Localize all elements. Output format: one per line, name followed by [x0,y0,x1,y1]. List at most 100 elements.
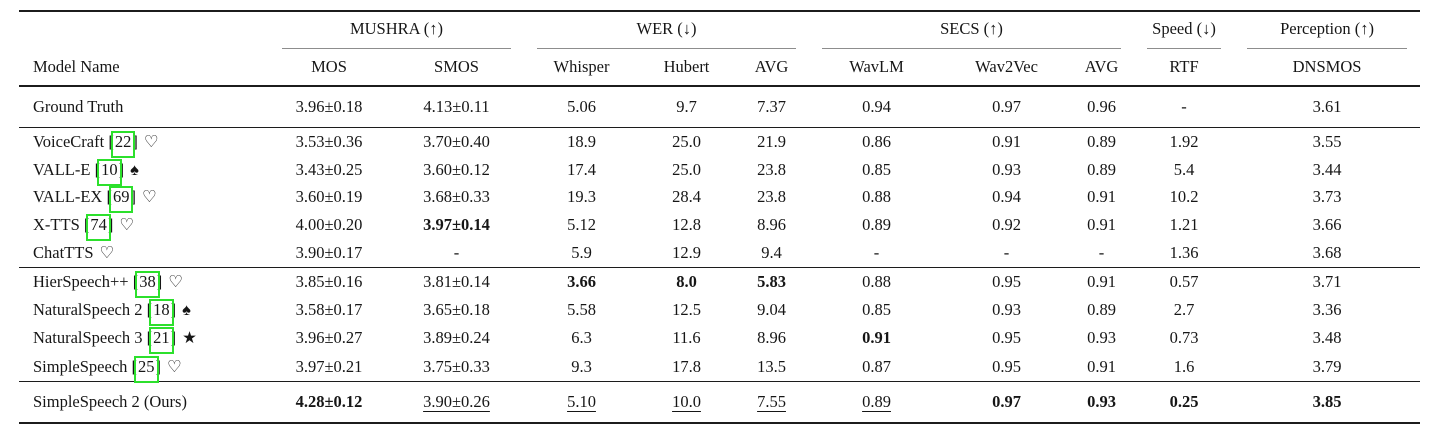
cell-rtf: 10.2 [1169,187,1199,207]
cell-avg: 0.89 [1087,159,1116,179]
column-header-rtf: RTF [1169,56,1199,76]
column-header-avg: AVG [1084,56,1119,76]
model-name-cell: HierSpeech++ [38] ♡ [19,267,269,299]
group-underline-rule [822,48,1122,49]
cell-wav2vec: - [1003,243,1010,263]
table-row-simplespeech: SimpleSpeech [25] ♡ 3.97±0.21 3.75±0.33 9.3 1… [19,353,1420,383]
cell-avg: 0.89 [1087,300,1116,320]
citation-link-box[interactable]: 74 [86,214,111,242]
cell-smos: 4.13±0.11 [423,96,490,116]
citation-reference: [21] [142,327,177,355]
column-header-mos: MOS [311,56,347,76]
heart-outline-icon: ♡ [143,131,159,151]
cell-avg: 0.91 [1087,356,1116,376]
cell-rtf: 0.25 [1169,391,1199,411]
model-name: SimpleSpeech [33,356,128,376]
model-name: VALL-EX [33,187,103,207]
cell-mos: 4.28±0.12 [295,391,363,411]
citation-link-box[interactable]: 25 [134,355,158,383]
cell-hubert: 17.8 [672,356,701,376]
citation-reference: [69] [102,186,136,214]
cell-whisper: 5.06 [567,96,596,116]
citation-link-box[interactable]: 38 [135,270,160,299]
citation-link-box[interactable]: 18 [149,299,174,327]
cell-dnsmos: 3.44 [1312,159,1342,179]
column-header-hubert: Hubert [663,56,710,76]
group-header-blank [19,11,269,49]
cell-mos: 3.43±0.25 [295,159,363,179]
star-icon: ★ [182,328,197,348]
cell-wav2vec: 0.95 [992,272,1021,291]
cell-smos: 3.90±0.26 [423,391,490,411]
cell-dnsmos: 3.79 [1312,356,1342,376]
model-name: HierSpeech++ [33,272,129,291]
cell-rtf: 0.73 [1169,328,1199,348]
column-header-dnsmos: DNSMOS [1292,56,1362,76]
model-name: VoiceCraft [33,131,105,151]
cell-mos: 3.90±0.17 [295,243,363,263]
sub-header-row: Model Name MOS SMOS Whisper Hubert AVG WavLM Wa… [19,49,1420,86]
cell-mos: 3.58±0.17 [295,300,363,320]
model-name: NaturalSpeech 2 [33,300,143,320]
cell-avg: 0.93 [1087,328,1116,348]
cell-rtf: - [1181,96,1187,116]
cell-smos: 3.70±0.40 [423,131,490,151]
cell-wav2vec: 0.97 [992,391,1021,411]
table-header: MUSHRA (↑) WER (↓) SECS (↑) Speed (↓) Percep… [19,11,1421,86]
citation-link-box[interactable]: 22 [110,130,135,159]
citation-link-box[interactable]: 69 [109,186,133,214]
cell-whisper: 18.9 [567,131,596,151]
cell-avg: 23.8 [757,159,786,179]
cell-avg: 0.91 [1087,215,1116,235]
citation-link-box[interactable]: 21 [149,327,174,355]
ours-block: SimpleSpeech 2 (Ours) 4.28±0.12 3.90±0.26 5… [19,381,1421,423]
model-name-cell: ChatTTS ♡ [19,239,269,267]
cell-wav2vec: 0.93 [992,300,1021,320]
group-header-label: WER (↓) [636,19,697,39]
cell-smos: 3.60±0.12 [423,159,490,179]
cell-hubert: 25.0 [672,159,701,179]
cell-hubert: 25.0 [672,131,701,151]
cell-whisper: 17.4 [567,159,596,179]
group-underline-rule [282,48,511,49]
table-row-naturalspeech-2: NaturalSpeech 2 [18] ♠ 3.58±0.17 3.65±0.18 5… [19,296,1420,327]
cell-avg: 9.4 [761,243,782,263]
cell-wav2vec: 0.91 [992,131,1021,151]
citation-reference: [10] [90,158,125,186]
model-name-cell: NaturalSpeech 3 [21] ★ [19,324,269,355]
cell-wavlm: 0.88 [862,187,891,207]
table-row-vall-e: VALL-E [10] ♠ 3.43±0.25 3.60±0.12 17.4 25.0 23… [19,156,1420,186]
cell-avg: 23.8 [757,187,786,207]
cell-whisper: 5.9 [571,243,592,263]
model-name-cell: NaturalSpeech 2 [18] ♠ [19,296,269,327]
table-row-simplespeech-2-ours: SimpleSpeech 2 (Ours) 4.28±0.12 3.90±0.26 5… [19,381,1420,423]
column-header-whisper: Whisper [553,56,610,76]
table-row-naturalspeech-3: NaturalSpeech 3 [21] ★ 3.96±0.27 3.89±0.24 6… [19,324,1420,355]
spade-icon: ♠ [182,300,191,320]
model-name-cell: VoiceCraft [22] ♡ [19,128,269,159]
citation-reference: [22] [104,130,138,159]
group-header-speed: Speed (↓) [1134,11,1234,49]
cell-rtf: 1.36 [1169,243,1199,263]
model-name-cell: VALL-EX [69] ♡ [19,184,269,214]
cell-wavlm: 0.89 [862,215,891,235]
cell-mos: 4.00±0.20 [295,215,363,235]
cell-dnsmos: 3.73 [1312,187,1342,207]
cell-smos: 3.68±0.33 [423,187,490,207]
cell-smos: 3.89±0.24 [423,328,490,348]
model-name-cell: SimpleSpeech 2 (Ours) [19,381,269,423]
cell-wav2vec: 0.97 [992,96,1021,116]
cell-dnsmos: 3.61 [1312,96,1342,116]
citation-link-box[interactable]: 10 [97,158,121,186]
cell-dnsmos: 3.36 [1312,300,1342,320]
cell-hubert: 8.0 [676,272,697,291]
model-name-cell: SimpleSpeech [25] ♡ [19,353,269,383]
citation-reference: [38] [128,270,163,299]
model-name: SimpleSpeech 2 (Ours) [33,391,187,411]
cell-avg: 9.04 [757,300,786,320]
cell-rtf: 0.57 [1169,272,1199,291]
table-row-voicecraft: VoiceCraft [22] ♡ 3.53±0.36 3.70±0.40 18.9 25… [19,128,1420,159]
spade-icon: ♠ [130,159,139,179]
cell-hubert: 12.9 [672,243,701,263]
